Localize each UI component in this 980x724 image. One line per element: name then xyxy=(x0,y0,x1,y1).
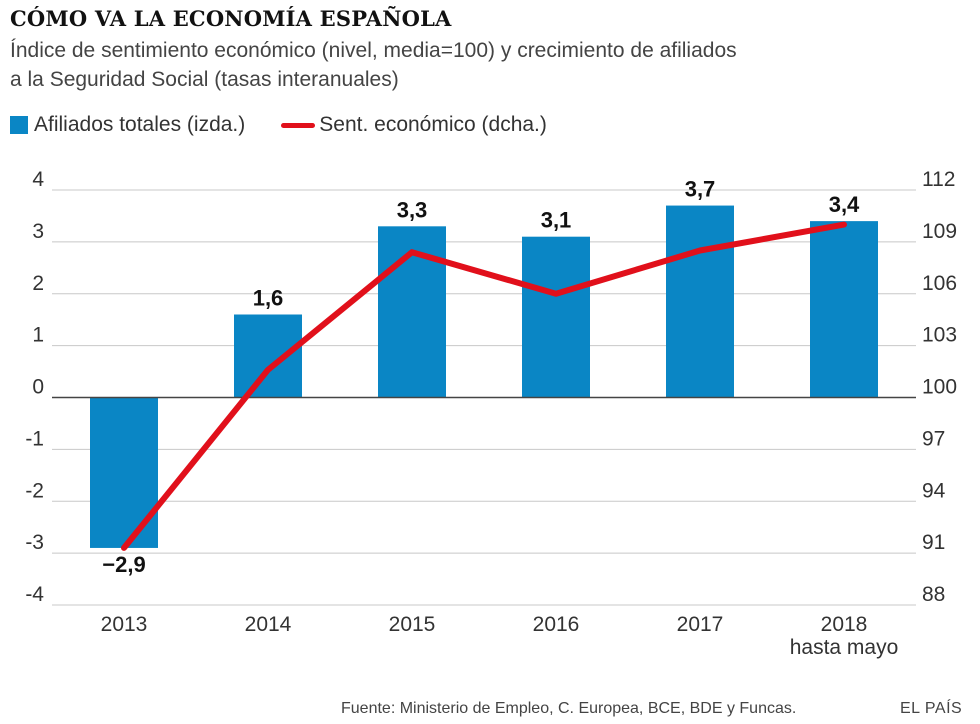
right-tick-label: 103 xyxy=(922,324,957,347)
chart-title: CÓMO VA LA ECONOMÍA ESPAÑOLA xyxy=(10,6,452,31)
legend: Afiliados totales (izda.) Sent. económic… xyxy=(10,110,547,140)
brand-logo: EL PAÍS xyxy=(900,700,963,717)
x-tick-sublabel: hasta mayo xyxy=(790,636,899,659)
right-tick-label: 109 xyxy=(922,220,957,243)
right-tick-label: 94 xyxy=(922,479,946,502)
source-note: Fuente: Ministerio de Empleo, C. Europea… xyxy=(341,700,797,717)
left-tick-label: -3 xyxy=(25,531,44,554)
right-tick-label: 112 xyxy=(922,168,955,191)
left-tick-label: 1 xyxy=(32,324,44,347)
bar-data-labels: −2,9 1,6 3,3 3,1 3,7 3,4 xyxy=(102,177,860,577)
left-tick-label: -1 xyxy=(25,427,44,450)
x-tick-label: 2017 xyxy=(677,613,724,636)
bar-2018 xyxy=(810,221,878,398)
right-tick-label: 100 xyxy=(922,376,957,399)
right-tick-label: 97 xyxy=(922,427,945,450)
right-tick-label: 106 xyxy=(922,272,957,295)
left-tick-label: -2 xyxy=(25,479,44,502)
bar-2016 xyxy=(522,236,590,398)
bar-value-label: 1,6 xyxy=(253,286,284,311)
right-axis: 112 109 106 103 100 97 94 91 88 xyxy=(922,168,957,606)
left-tick-label: 3 xyxy=(32,220,44,243)
left-tick-label: 2 xyxy=(32,272,44,295)
bar-value-label: 3,7 xyxy=(685,177,716,202)
right-tick-label: 88 xyxy=(922,583,945,606)
line-series xyxy=(121,221,847,551)
bar-value-label: 3,4 xyxy=(829,192,860,217)
legend-bar-swatch xyxy=(10,116,28,134)
subtitle-line-2: a la Seguridad Social (tasas interanuale… xyxy=(10,68,399,91)
left-tick-label: 0 xyxy=(32,376,44,399)
legend-line-label: Sent. económico (dcha.) xyxy=(319,113,547,136)
x-tick-label: 2018 xyxy=(821,613,868,636)
left-axis: 4 3 2 1 0 -1 -2 -3 -4 xyxy=(25,168,44,606)
bar-2013 xyxy=(90,397,158,548)
subtitle-line-1: Índice de sentimiento económico (nivel, … xyxy=(10,39,737,62)
sentiment-line xyxy=(121,221,847,551)
legend-line-swatch xyxy=(281,122,316,128)
grid-lines xyxy=(52,189,916,606)
left-tick-label: 4 xyxy=(32,168,44,191)
chart-canvas: −2,9 1,6 3,3 3,1 3,7 3,4 4 3 2 1 0 -1 -2 -3 -4 112 109… xyxy=(25,168,957,659)
x-tick-label: 2015 xyxy=(389,613,436,636)
chart-subtitle: Índice de sentimiento económico (nivel, … xyxy=(10,36,960,94)
right-tick-label: 91 xyxy=(922,531,945,554)
x-tick-label: 2014 xyxy=(245,613,292,636)
bar-value-label: 3,1 xyxy=(541,208,572,233)
x-tick-label: 2016 xyxy=(533,613,580,636)
bar-2017 xyxy=(666,205,734,398)
bar-value-label: −2,9 xyxy=(102,552,145,577)
legend-bar-label: Afiliados totales (izda.) xyxy=(34,113,246,136)
bar-series xyxy=(90,205,878,548)
bar-2014 xyxy=(234,314,302,398)
bar-value-label: 3,3 xyxy=(397,197,428,222)
x-tick-label: 2013 xyxy=(101,613,148,636)
left-tick-label: -4 xyxy=(25,583,44,606)
